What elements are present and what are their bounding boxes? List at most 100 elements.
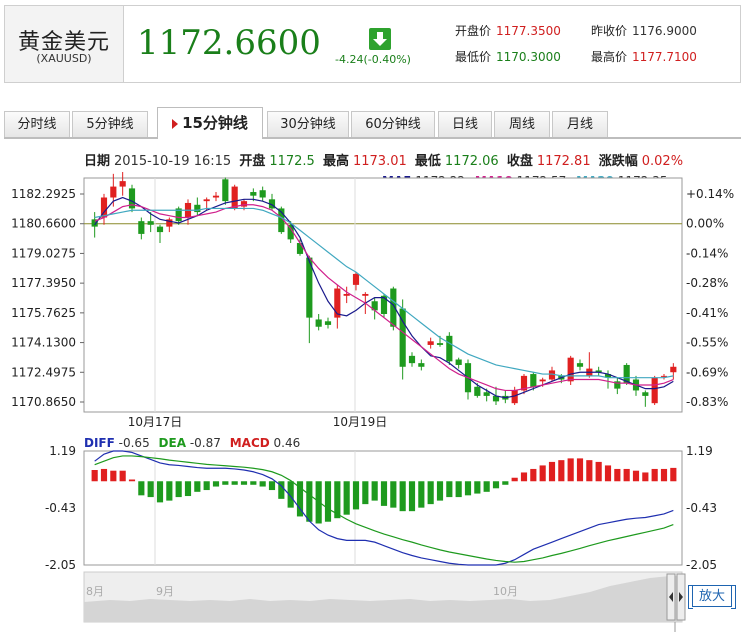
candle-down: [642, 392, 649, 396]
tab-monthly[interactable]: 月线: [552, 111, 608, 137]
y-tick-label-right: -0.55%: [686, 336, 728, 350]
macd-bar-positive: [110, 470, 117, 482]
y-tick-label-left: 1172.4975: [11, 365, 76, 379]
candle-down: [128, 188, 136, 209]
macd-bar-positive: [558, 460, 565, 482]
macd-bar-negative: [222, 481, 229, 485]
tab-label: 分时线: [17, 117, 57, 132]
instrument-name: 黄金美元: [17, 30, 110, 55]
y-tick-label-right: +0.14%: [686, 187, 734, 201]
macd-bar-positive: [511, 477, 518, 482]
macd-bar-negative: [492, 481, 500, 489]
candle-down: [483, 392, 490, 396]
macd-bar-negative: [427, 481, 434, 505]
candle-up: [539, 379, 546, 382]
macd-bar-negative: [483, 481, 490, 492]
tab-timeshare[interactable]: 分时线: [4, 111, 70, 137]
macd-y-tick-right: -2.05: [686, 558, 717, 572]
tab-weekly[interactable]: 周线: [494, 111, 550, 137]
macd-value: 0.46: [273, 436, 301, 450]
range-navigator[interactable]: 8月 9月 10月: [0, 570, 749, 634]
candle-down: [259, 190, 266, 198]
macd-bar-positive: [576, 458, 584, 482]
tab-5min[interactable]: 5分钟线: [72, 111, 148, 137]
tab-15min[interactable]: 15分钟线: [157, 107, 263, 139]
candle-up: [670, 366, 677, 373]
macd-bar-negative: [166, 481, 173, 501]
candle-down: [278, 208, 285, 233]
candle-down: [446, 335, 453, 362]
date-value: 2015-10-19 16:15: [114, 154, 232, 169]
macd-bar-negative: [250, 481, 257, 485]
handle-right-arrow-icon: [679, 592, 683, 602]
candle-down: [287, 224, 294, 240]
x-tick-label: 10月17日: [128, 415, 183, 429]
macd-chart[interactable]: 1.19 1.19 -0.43 -0.43 -2.05 -2.05: [0, 445, 749, 575]
macd-y-tick-right: -0.43: [686, 501, 717, 515]
high-label: 最高: [322, 154, 349, 169]
candle-down: [156, 226, 164, 233]
candle-up: [362, 293, 369, 296]
stat-label: 昨收价: [591, 24, 628, 38]
macd-bar-positive: [670, 467, 677, 482]
period-tabs: 分时线 5分钟线 15分钟线 30分钟线 60分钟线 日线 周线 月线: [4, 107, 741, 139]
ma-line-ma10: [94, 204, 674, 392]
zoom-label: 放大: [698, 589, 725, 604]
y-tick-label-left: 1175.7625: [11, 306, 76, 320]
candle-down: [91, 219, 98, 227]
candle-up: [343, 293, 350, 296]
handle-left-arrow-icon: [669, 592, 673, 602]
macd-bar-negative: [464, 481, 472, 496]
macd-bar-negative: [240, 481, 248, 485]
tab-label: 5分钟线: [86, 117, 134, 132]
diff-value: -0.65: [118, 436, 150, 450]
candle-up: [511, 390, 518, 404]
macd-bar-positive: [520, 472, 528, 482]
macd-bar-negative: [390, 481, 397, 508]
candle-down: [138, 221, 145, 234]
macd-bar-negative: [138, 481, 145, 496]
price-plot-frame: [83, 177, 683, 413]
macd-bar-negative: [268, 481, 276, 491]
tab-label: 周线: [508, 117, 535, 132]
macd-y-tick-right: 1.19: [686, 445, 713, 458]
macd-line-dea: [94, 455, 674, 563]
open-label: 开盘: [239, 154, 266, 169]
dea-value: -0.87: [189, 436, 221, 450]
macd-bar-positive: [548, 461, 556, 482]
tab-daily[interactable]: 日线: [438, 111, 492, 137]
candle-up: [651, 377, 658, 404]
candle-down: [623, 364, 630, 384]
candle-down: [474, 386, 481, 396]
candle-down: [306, 257, 313, 318]
tab-60min[interactable]: 60分钟线: [351, 111, 435, 137]
macd-bar-positive: [91, 470, 98, 482]
macd-bar-positive: [128, 479, 136, 482]
macd-bar-negative: [231, 481, 238, 485]
candle-down: [390, 288, 397, 327]
high-value: 1173.01: [352, 154, 407, 169]
navigator-label-aug: 8月: [86, 585, 104, 598]
candle-up: [110, 186, 117, 198]
macd-bar-negative: [212, 481, 220, 487]
macd-bar-negative: [287, 481, 294, 508]
candle-up: [100, 197, 108, 218]
candle-up: [548, 370, 556, 380]
macd-bar-negative: [296, 481, 304, 517]
y-tick-label-right: -0.69%: [686, 365, 728, 379]
candle-up: [240, 201, 248, 207]
candle-down: [324, 321, 332, 325]
candle-up: [119, 181, 126, 187]
candle-down: [604, 374, 612, 378]
macd-bar-negative: [418, 481, 425, 508]
candle-up: [660, 375, 668, 377]
stat-open: 开盘价 1177.3500: [455, 22, 561, 39]
tab-30min[interactable]: 30分钟线: [267, 111, 349, 137]
quote-panel: 黄金美元 (XAUUSD) 1172.6600 -4.24(-0.40%) 开盘…: [4, 5, 741, 83]
stat-high: 最高价 1177.7100: [591, 48, 697, 65]
zoom-button[interactable]: 放大: [688, 585, 736, 609]
tab-label: 月线: [566, 117, 593, 132]
macd-bar-positive: [614, 468, 621, 482]
candle-down: [614, 381, 621, 389]
candlestick-chart[interactable]: 1182.2925 +0.14% 1180.6600 0.00% 1179.0275 -0…: [0, 170, 749, 432]
